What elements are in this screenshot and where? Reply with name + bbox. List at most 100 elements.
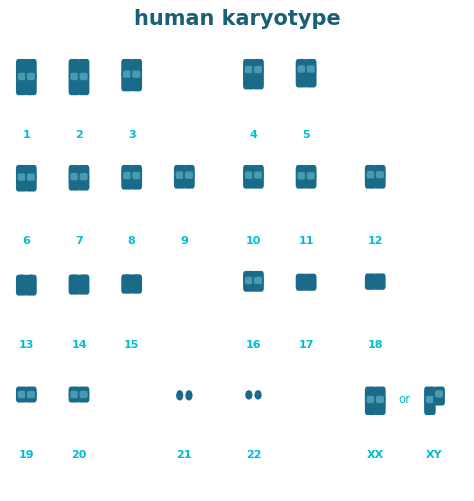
Text: 20: 20: [71, 450, 87, 460]
FancyBboxPatch shape: [80, 173, 88, 180]
Text: 4: 4: [249, 130, 257, 140]
Ellipse shape: [186, 390, 192, 395]
Ellipse shape: [377, 275, 383, 276]
FancyBboxPatch shape: [78, 74, 90, 95]
Text: 19: 19: [18, 450, 34, 460]
FancyBboxPatch shape: [80, 73, 88, 80]
FancyBboxPatch shape: [185, 171, 193, 179]
FancyBboxPatch shape: [296, 66, 307, 88]
FancyBboxPatch shape: [25, 174, 37, 191]
FancyBboxPatch shape: [243, 165, 255, 178]
FancyBboxPatch shape: [132, 172, 140, 179]
FancyBboxPatch shape: [73, 276, 76, 279]
Text: 12: 12: [367, 236, 383, 246]
FancyBboxPatch shape: [69, 74, 80, 95]
FancyBboxPatch shape: [69, 387, 80, 398]
FancyBboxPatch shape: [424, 396, 436, 415]
FancyBboxPatch shape: [365, 165, 376, 178]
FancyBboxPatch shape: [243, 172, 255, 189]
FancyBboxPatch shape: [374, 396, 386, 415]
FancyBboxPatch shape: [82, 276, 85, 279]
FancyBboxPatch shape: [121, 172, 133, 189]
FancyBboxPatch shape: [78, 173, 90, 190]
FancyBboxPatch shape: [435, 390, 443, 398]
Text: 5: 5: [302, 130, 310, 140]
Text: 10: 10: [246, 236, 261, 246]
Text: or: or: [399, 393, 411, 406]
FancyBboxPatch shape: [296, 59, 307, 72]
Ellipse shape: [255, 390, 261, 394]
Text: 18: 18: [367, 340, 383, 350]
FancyBboxPatch shape: [254, 277, 262, 284]
FancyBboxPatch shape: [300, 276, 303, 278]
Ellipse shape: [368, 275, 373, 276]
FancyBboxPatch shape: [69, 391, 80, 402]
FancyBboxPatch shape: [78, 165, 90, 180]
FancyBboxPatch shape: [16, 74, 27, 95]
FancyBboxPatch shape: [70, 73, 79, 80]
Text: 8: 8: [128, 236, 136, 246]
FancyBboxPatch shape: [78, 387, 90, 398]
Ellipse shape: [28, 275, 33, 277]
FancyBboxPatch shape: [305, 173, 317, 189]
FancyBboxPatch shape: [176, 171, 184, 179]
FancyBboxPatch shape: [27, 73, 35, 80]
FancyBboxPatch shape: [25, 74, 37, 95]
FancyBboxPatch shape: [433, 387, 445, 397]
Ellipse shape: [19, 275, 24, 277]
FancyBboxPatch shape: [121, 71, 133, 91]
FancyBboxPatch shape: [130, 59, 142, 77]
Text: 7: 7: [75, 236, 83, 246]
FancyBboxPatch shape: [183, 165, 195, 178]
FancyBboxPatch shape: [27, 391, 35, 398]
FancyBboxPatch shape: [252, 59, 264, 73]
FancyBboxPatch shape: [374, 274, 386, 290]
FancyBboxPatch shape: [298, 172, 306, 179]
Text: 11: 11: [298, 236, 314, 246]
FancyBboxPatch shape: [70, 391, 79, 398]
FancyBboxPatch shape: [252, 271, 264, 284]
FancyBboxPatch shape: [69, 165, 80, 180]
FancyBboxPatch shape: [29, 277, 32, 279]
FancyBboxPatch shape: [69, 173, 80, 190]
FancyBboxPatch shape: [365, 274, 376, 290]
Ellipse shape: [245, 391, 253, 400]
Text: 15: 15: [124, 340, 139, 350]
FancyBboxPatch shape: [296, 274, 307, 291]
FancyBboxPatch shape: [121, 165, 133, 179]
FancyBboxPatch shape: [252, 172, 264, 189]
FancyBboxPatch shape: [174, 172, 185, 189]
FancyBboxPatch shape: [257, 394, 259, 396]
FancyBboxPatch shape: [307, 172, 315, 179]
FancyBboxPatch shape: [366, 171, 374, 178]
FancyBboxPatch shape: [25, 387, 37, 398]
FancyBboxPatch shape: [365, 387, 376, 403]
FancyBboxPatch shape: [135, 276, 137, 278]
FancyBboxPatch shape: [298, 65, 306, 73]
FancyBboxPatch shape: [123, 71, 131, 78]
FancyBboxPatch shape: [254, 171, 262, 179]
Ellipse shape: [72, 275, 77, 277]
FancyBboxPatch shape: [27, 173, 35, 181]
FancyBboxPatch shape: [243, 67, 255, 89]
FancyBboxPatch shape: [78, 59, 90, 80]
FancyBboxPatch shape: [433, 391, 445, 405]
FancyBboxPatch shape: [69, 275, 80, 295]
Text: 17: 17: [298, 340, 314, 350]
Text: 21: 21: [177, 450, 192, 460]
FancyBboxPatch shape: [174, 165, 185, 178]
FancyBboxPatch shape: [369, 276, 372, 278]
FancyBboxPatch shape: [243, 271, 255, 284]
FancyBboxPatch shape: [16, 174, 27, 191]
FancyBboxPatch shape: [80, 391, 88, 398]
FancyBboxPatch shape: [25, 165, 37, 180]
Ellipse shape: [177, 390, 182, 395]
FancyBboxPatch shape: [25, 59, 37, 80]
FancyBboxPatch shape: [424, 387, 436, 403]
FancyBboxPatch shape: [130, 71, 142, 91]
Ellipse shape: [176, 391, 183, 400]
FancyBboxPatch shape: [18, 73, 26, 80]
FancyBboxPatch shape: [25, 391, 37, 402]
FancyBboxPatch shape: [16, 387, 27, 398]
Text: 3: 3: [128, 130, 136, 140]
